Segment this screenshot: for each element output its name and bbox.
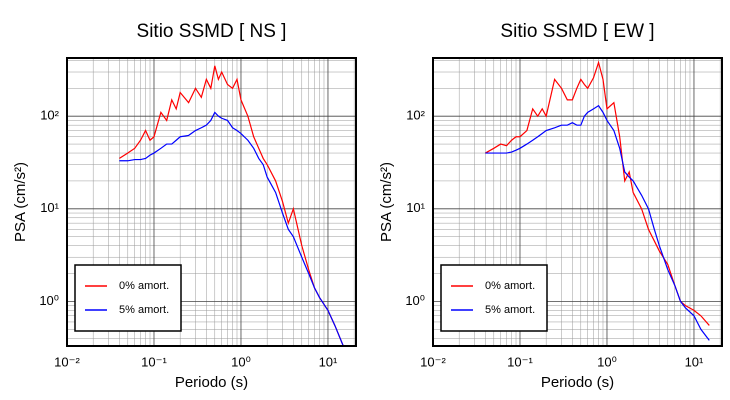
x-tick-label: 10⁰ [597,354,617,369]
plot-frame [432,57,723,347]
chart-title: Sitio SSMD [ NS ] [137,21,287,42]
y-axis-label: PSA (cm/s²) [12,162,29,242]
series-line [119,111,344,347]
legend-label: 5% amort. [119,304,169,316]
x-axis-label: Periodo (s) [541,374,614,391]
x-tick-label: 10¹ [685,354,704,369]
x-tick-label: 10⁻¹ [141,354,167,369]
x-tick-label: 10⁻¹ [507,354,533,369]
y-tick-label: 10¹ [40,200,59,215]
x-tick-label: 10¹ [319,354,338,369]
y-tick-label: 10² [40,108,59,123]
legend-label: 0% amort. [485,280,535,292]
x-tick-label: 10⁰ [231,354,251,369]
legend-box [74,264,182,332]
y-tick-label: 10¹ [406,200,425,215]
y-tick-label: 10⁰ [39,293,59,308]
y-axis-label: PSA (cm/s²) [378,162,395,242]
y-tick-label: 10² [406,108,425,123]
x-axis-label: Periodo (s) [175,374,248,391]
legend-box [440,264,548,332]
series-line [485,104,710,341]
plot-frame [66,57,357,347]
x-tick-label: 10⁻² [54,354,80,369]
series-line [119,65,344,347]
y-tick-label: 10⁰ [405,293,425,308]
legend-label: 0% amort. [119,280,169,292]
chart-title: Sitio SSMD [ EW ] [500,21,654,42]
legend-label: 5% amort. [485,304,535,316]
x-tick-label: 10⁻² [420,354,446,369]
